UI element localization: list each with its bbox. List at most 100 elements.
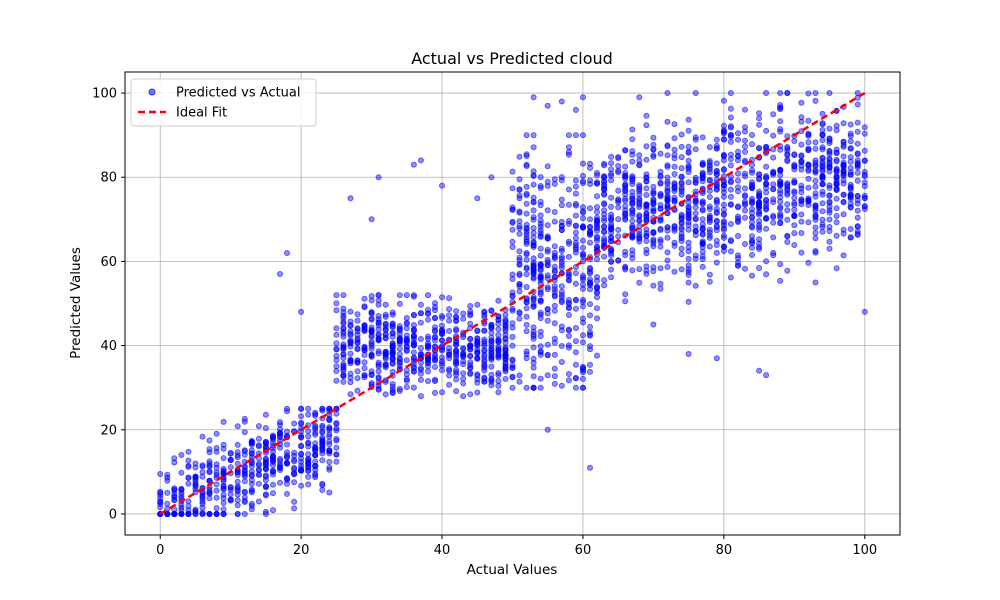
scatter-point [756, 176, 763, 183]
scatter-point [650, 230, 657, 237]
scatter-point [854, 169, 861, 176]
scatter-point [312, 440, 319, 447]
scatter-point [312, 448, 319, 455]
scatter-point [565, 271, 572, 278]
scatter-point [720, 151, 727, 158]
scatter-point [720, 166, 727, 173]
scatter-point [699, 248, 706, 255]
scatter-point [410, 332, 417, 339]
scatter-point [375, 336, 382, 343]
scatter-point [269, 507, 276, 514]
scatter-point [453, 388, 460, 395]
scatter-point [438, 326, 445, 333]
scatter-point [326, 405, 333, 412]
scatter-point [643, 246, 650, 253]
scatter-point [326, 424, 333, 431]
scatter-point [453, 376, 460, 383]
scatter-point [692, 227, 699, 234]
scatter-point [213, 481, 220, 488]
scatter-point [340, 367, 347, 374]
scatter-point [523, 200, 530, 207]
scatter-point [347, 350, 354, 357]
scatter-point [544, 235, 551, 242]
scatter-point [819, 191, 826, 198]
scatter-point [382, 391, 389, 398]
scatter-point [861, 203, 868, 210]
scatter-point [720, 211, 727, 218]
scatter-point [615, 169, 622, 176]
scatter-point [587, 331, 594, 338]
scatter-point [417, 345, 424, 352]
scatter-point [403, 292, 410, 299]
scatter-point [305, 428, 312, 435]
scatter-point [558, 283, 565, 290]
scatter-point [657, 150, 664, 157]
scatter-point [826, 125, 833, 132]
scatter-point [735, 259, 742, 266]
scatter-point [706, 218, 713, 225]
scatter-point [819, 110, 826, 117]
scatter-point [255, 471, 262, 478]
scatter-point [523, 231, 530, 238]
scatter-point [298, 434, 305, 441]
scatter-point [727, 162, 734, 169]
scatter-point [403, 347, 410, 354]
scatter-point [516, 230, 523, 237]
scatter-point [756, 171, 763, 178]
scatter-point [354, 311, 361, 318]
scatter-point [537, 198, 544, 205]
scatter-point [706, 187, 713, 194]
scatter-point [509, 168, 516, 175]
scatter-point [580, 367, 587, 374]
scatter-point [361, 374, 368, 381]
scatter-point [262, 424, 269, 431]
scatter-point [460, 380, 467, 387]
scatter-point [516, 272, 523, 279]
scatter-point [678, 165, 685, 172]
scatter-point [580, 244, 587, 251]
scatter-point [699, 206, 706, 213]
scatter-point [791, 222, 798, 229]
scatter-point [749, 141, 756, 148]
scatter-point [777, 146, 784, 153]
scatter-point [629, 151, 636, 158]
scatter-point [664, 90, 671, 97]
scatter-point [636, 191, 643, 198]
scatter-point [312, 452, 319, 459]
scatter-point [276, 430, 283, 437]
scatter-point [650, 146, 657, 153]
scatter-point [417, 365, 424, 372]
scatter-point [791, 241, 798, 248]
scatter-point [833, 156, 840, 163]
scatter-point [537, 174, 544, 181]
scatter-point [861, 308, 868, 315]
scatter-point [340, 365, 347, 372]
scatter-point [594, 273, 601, 280]
scatter-point [685, 204, 692, 211]
scatter-point [594, 352, 601, 359]
scatter-point [756, 240, 763, 247]
scatter-point [580, 274, 587, 281]
scatter-point [396, 300, 403, 307]
scatter-point [756, 110, 763, 117]
scatter-point [438, 182, 445, 189]
scatter-point [403, 371, 410, 378]
scatter-point [636, 203, 643, 210]
scatter-point [742, 137, 749, 144]
scatter-point [213, 464, 220, 471]
scatter-point [692, 174, 699, 181]
scatter-point [551, 176, 558, 183]
scatter-point [283, 480, 290, 487]
scatter-point [495, 337, 502, 344]
scatter-point [523, 256, 530, 263]
scatter-point [594, 284, 601, 291]
scatter-point [615, 197, 622, 204]
scatter-point [333, 331, 340, 338]
scatter-point [530, 384, 537, 391]
scatter-point [530, 355, 537, 362]
scatter-point [643, 230, 650, 237]
scatter-point [699, 161, 706, 168]
scatter-point [375, 301, 382, 308]
scatter-point [798, 152, 805, 159]
scatter-point [326, 450, 333, 457]
